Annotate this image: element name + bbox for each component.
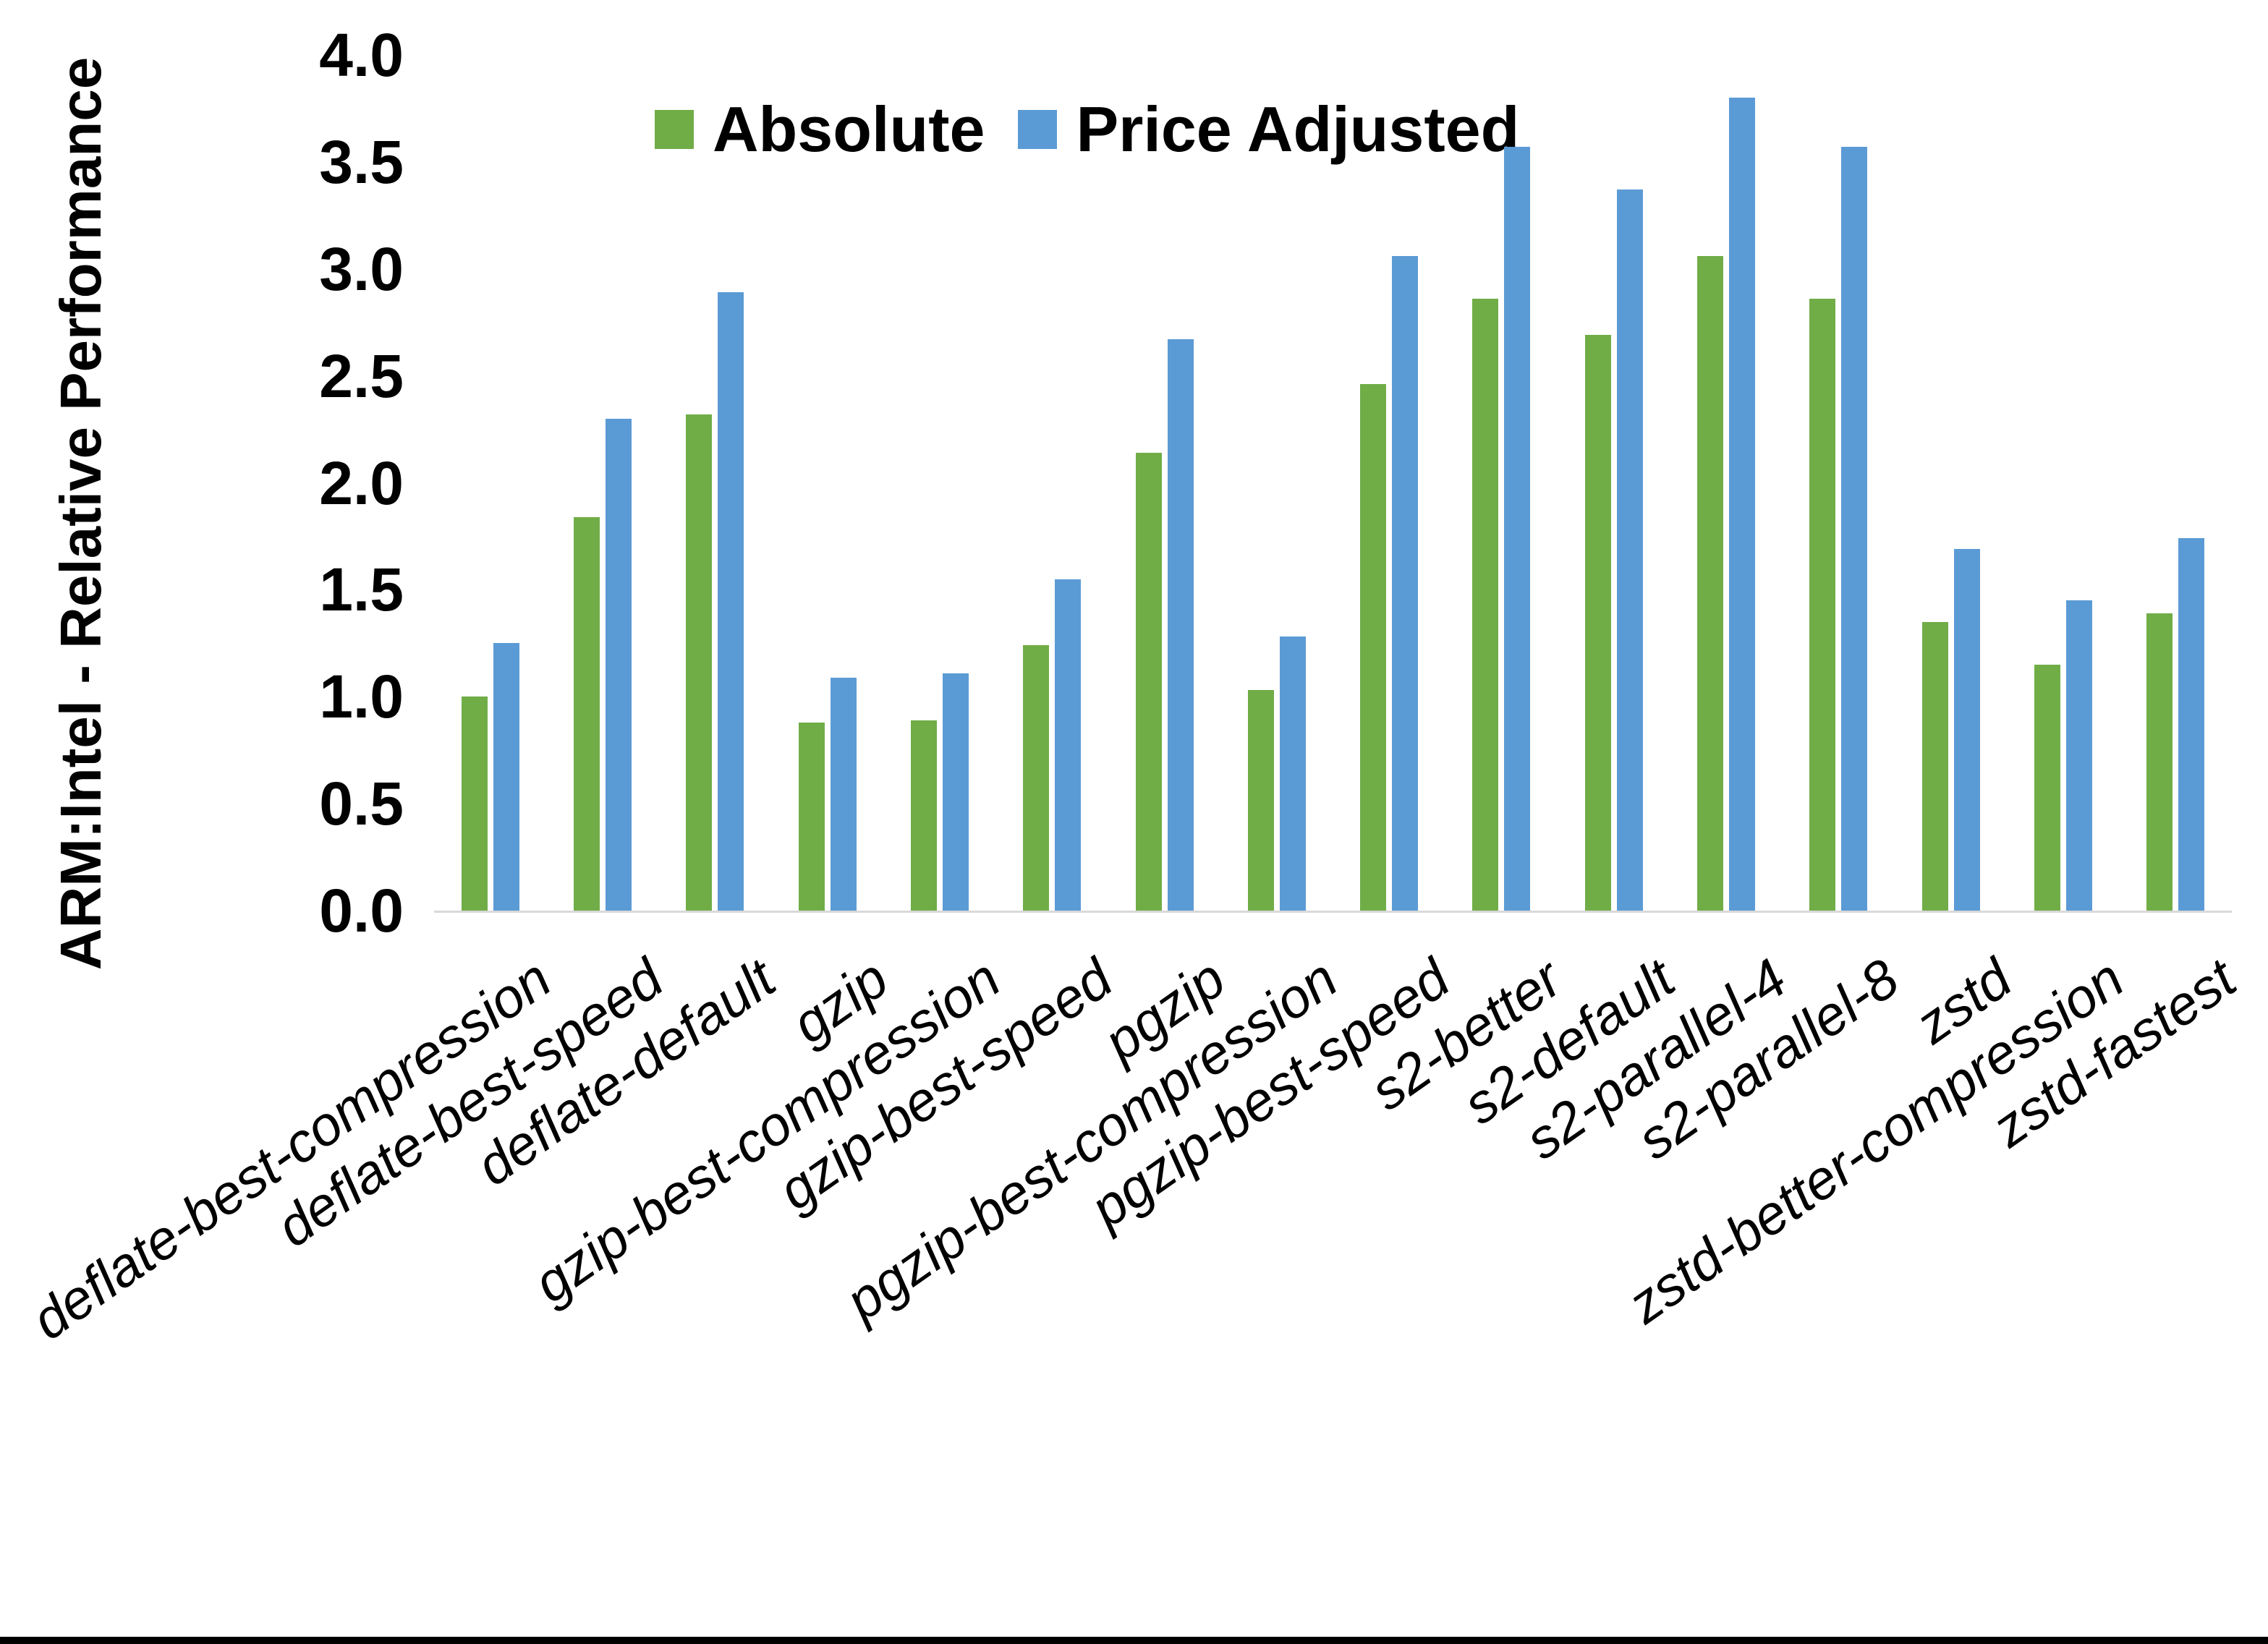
bar-absolute-pgzip (1135, 453, 1162, 911)
legend-item-price-adjusted: Price Adjusted (1018, 93, 1519, 166)
bar-absolute-s2-better (1472, 299, 1499, 911)
x-axis-line (434, 911, 2232, 913)
bar-price-adjusted-gzip-best-speed (1055, 579, 1082, 911)
bar-price-adjusted-pgzip-best-speed (1392, 256, 1419, 911)
y-tick-label-1.5: 1.5 (319, 555, 404, 624)
bar-absolute-gzip (798, 722, 825, 911)
bar-price-adjusted-s2-parallel-4 (1729, 98, 1756, 911)
bar-absolute-pgzip-best-compression (1247, 690, 1274, 911)
bar-price-adjusted-zstd-fastest (2178, 538, 2205, 911)
bar-price-adjusted-zstd (1953, 549, 1980, 911)
bar-price-adjusted-deflate-best-speed (605, 418, 632, 911)
bar-price-adjusted-zstd-better-compression (2066, 600, 2093, 911)
bar-absolute-deflate-best-compression (461, 697, 488, 911)
y-tick-label-0.5: 0.5 (319, 770, 404, 838)
legend: Absolute Price Adjusted (655, 93, 1519, 166)
bar-absolute-gzip-best-compression (910, 720, 937, 911)
legend-swatch-price-adjusted-icon (1018, 110, 1058, 149)
bar-price-adjusted-gzip (830, 677, 857, 911)
bar-price-adjusted-gzip-best-compression (942, 673, 969, 911)
y-tick-label-4.0: 4.0 (319, 21, 404, 89)
y-tick-label-2.0: 2.0 (319, 448, 404, 517)
bar-price-adjusted-s2-default (1616, 189, 1643, 911)
bar-absolute-zstd (1921, 621, 1948, 911)
y-tick-label-2.5: 2.5 (319, 341, 404, 410)
y-tick-label-0.0: 0.0 (319, 877, 404, 945)
bar-price-adjusted-pgzip (1167, 339, 1194, 911)
bar-price-adjusted-pgzip-best-compression (1279, 636, 1306, 911)
legend-label-absolute: Absolute (713, 93, 985, 165)
bar-absolute-deflate-best-speed (573, 516, 600, 911)
legend-label-price-adjusted: Price Adjusted (1076, 93, 1520, 165)
bar-price-adjusted-deflate-default (718, 292, 744, 911)
bar-price-adjusted-s2-better (1504, 147, 1531, 911)
bar-absolute-gzip-best-speed (1023, 645, 1050, 911)
legend-item-absolute: Absolute (655, 93, 985, 166)
bar-absolute-zstd-better-compression (2034, 664, 2061, 911)
y-tick-label-3.5: 3.5 (319, 127, 404, 196)
legend-swatch-absolute-icon (655, 110, 694, 149)
y-tick-label-1.0: 1.0 (319, 663, 404, 731)
bar-absolute-zstd-fastest (2146, 613, 2173, 911)
bar-absolute-pgzip-best-speed (1360, 384, 1387, 911)
bar-price-adjusted-s2-parallel-8 (1841, 147, 1868, 911)
bar-absolute-s2-parallel-4 (1697, 256, 1724, 911)
y-tick-label-3.0: 3.0 (319, 234, 404, 303)
bottom-border (0, 1637, 2268, 1644)
bar-absolute-s2-parallel-8 (1809, 299, 1836, 911)
bar-absolute-deflate-default (686, 414, 713, 911)
bar-price-adjusted-deflate-best-compression (493, 643, 519, 911)
bar-absolute-s2-default (1584, 335, 1611, 911)
